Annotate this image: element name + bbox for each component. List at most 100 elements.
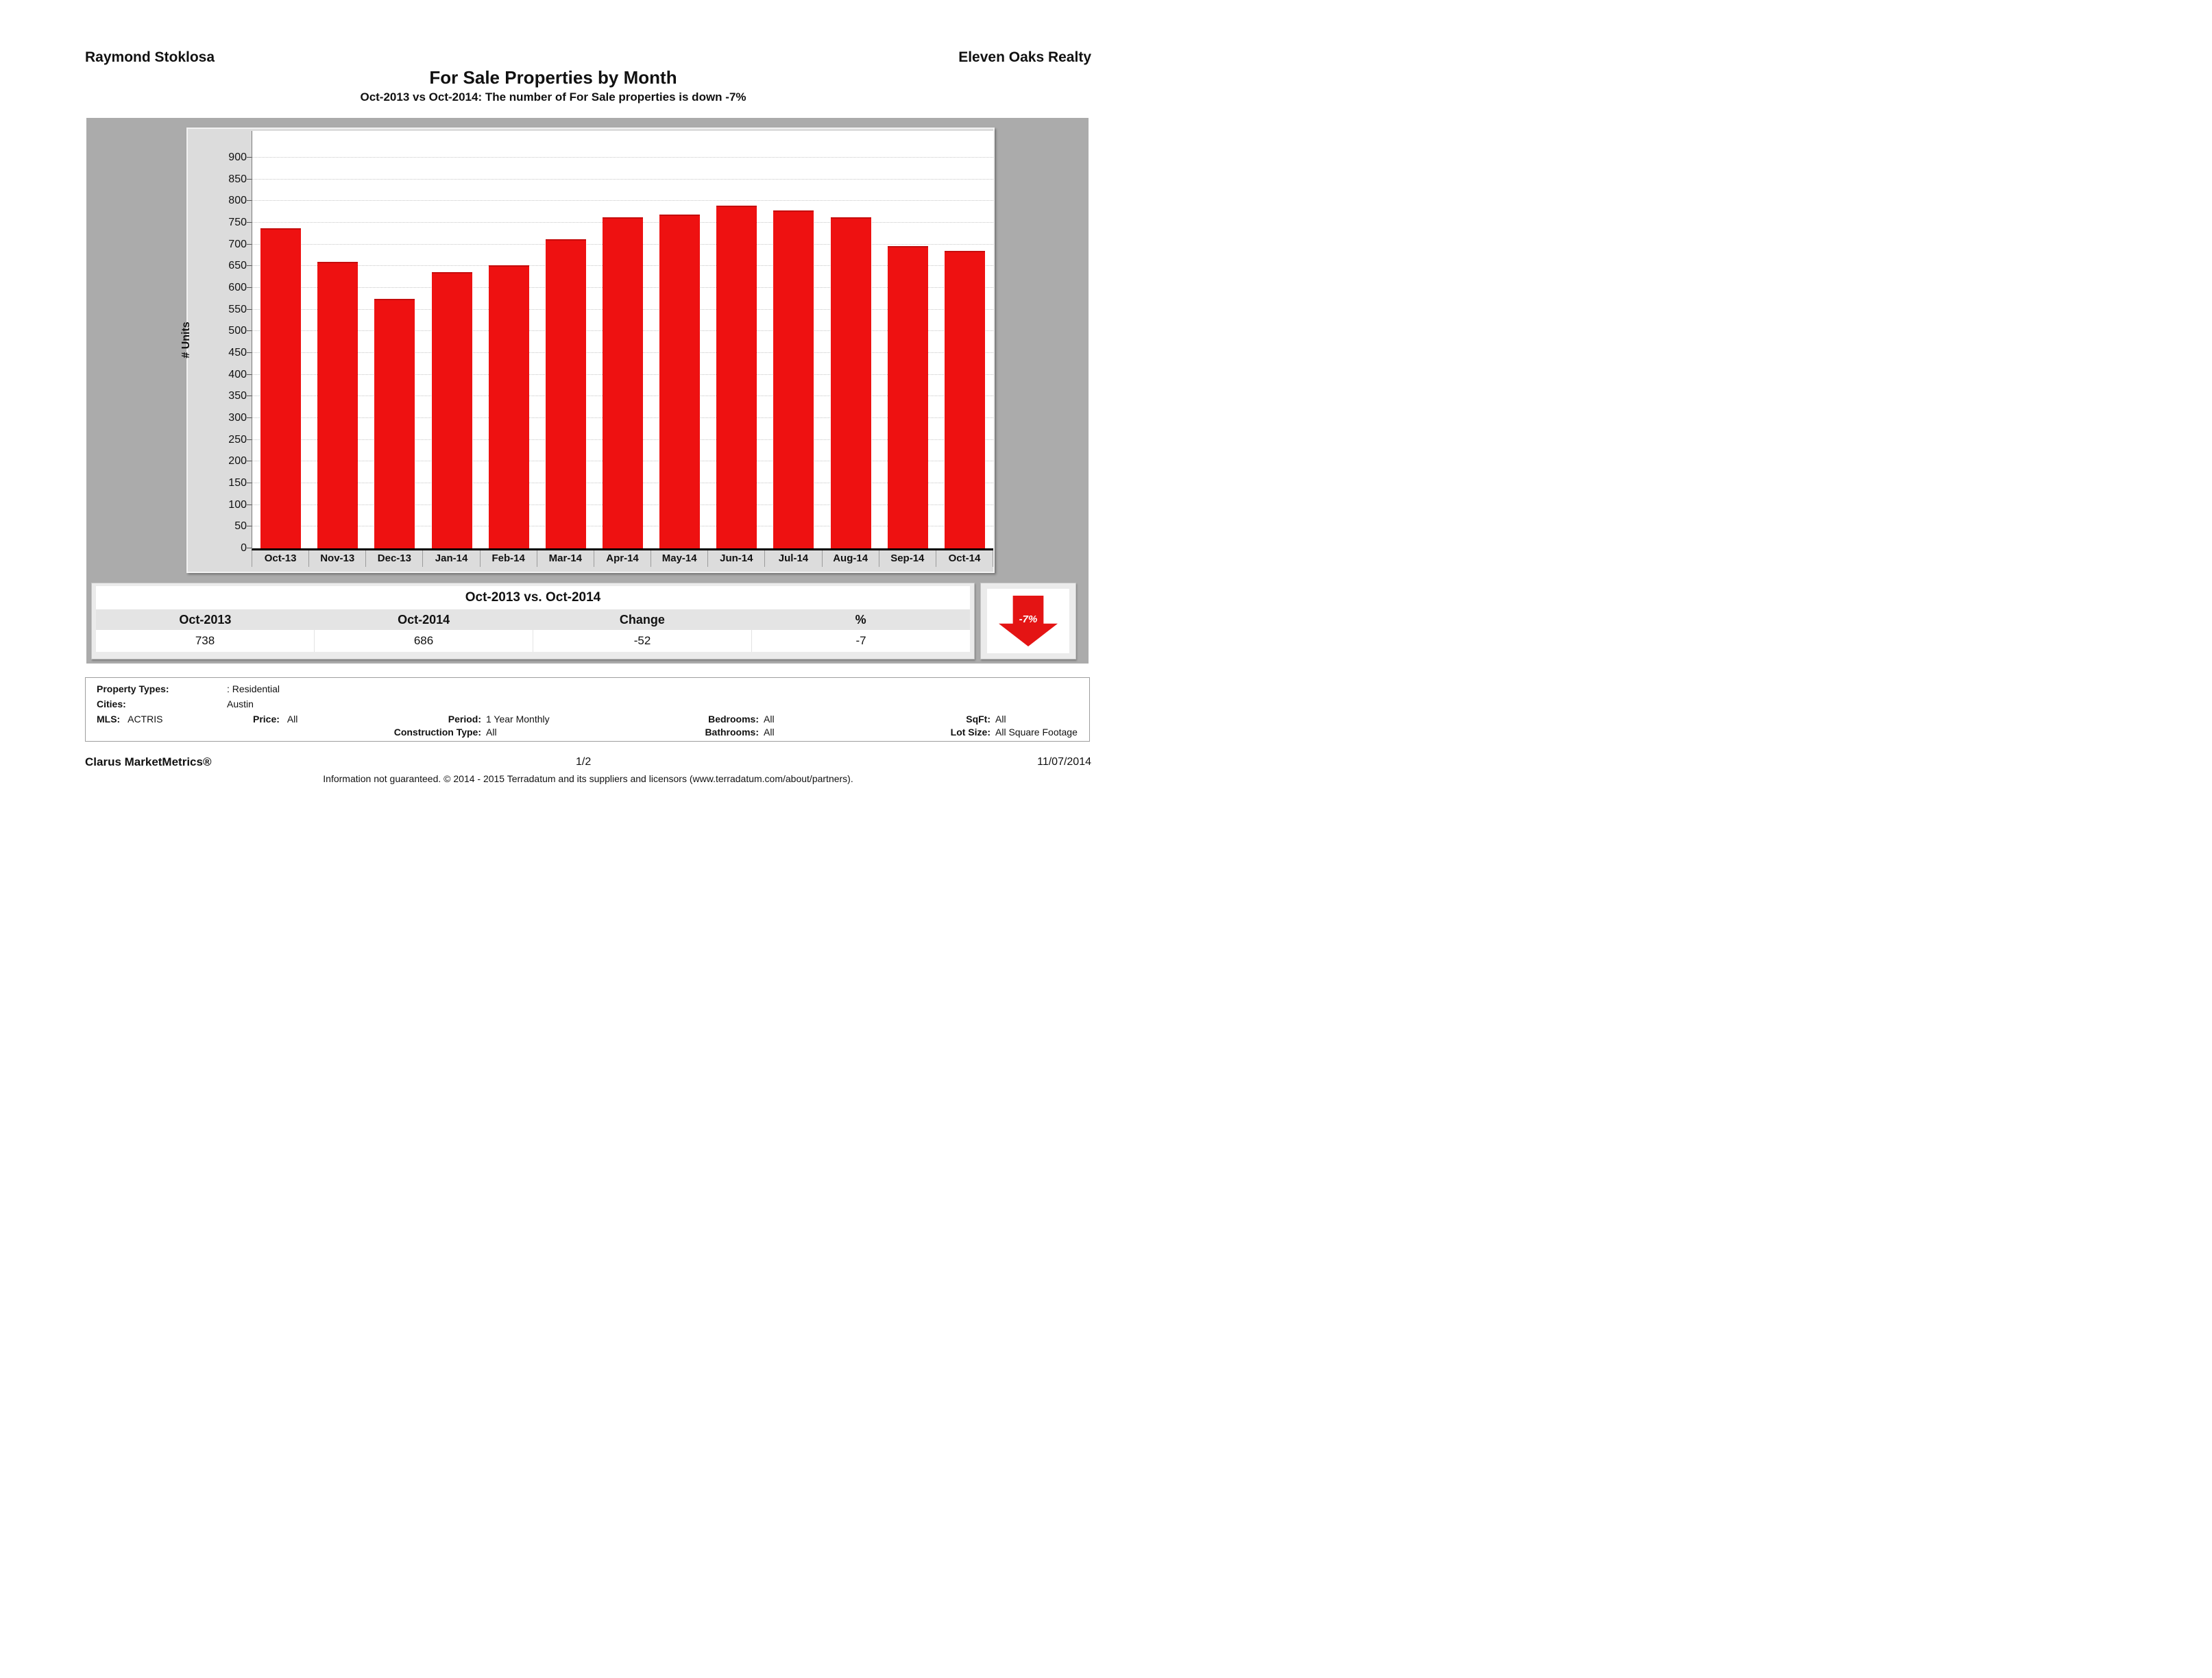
x-tick-label: Jan-14 <box>422 550 479 567</box>
filter-cities: Cities: <box>97 698 126 709</box>
bar-aug-14 <box>830 217 871 548</box>
y-tick <box>247 243 252 245</box>
filter-value: All <box>764 727 775 738</box>
x-tick-label: Jul-14 <box>764 550 821 567</box>
y-tick-label: 500 <box>228 325 247 337</box>
plot-area <box>247 131 993 550</box>
filter-period-construction: Period: 1 Year Monthly Construction Type… <box>330 714 550 738</box>
comparison-col-header: Oct-2013 <box>179 613 232 627</box>
filter-value: : Residential <box>227 683 280 694</box>
y-axis-tick-labels: 0 50 100 150 200 250 300 350 400 450 500 550 600 650 7… <box>200 131 247 554</box>
filter-mls: MLS: ACTRIS <box>97 714 162 725</box>
filter-label: Cities: <box>97 698 126 709</box>
filter-label: Bathrooms: <box>705 727 759 738</box>
x-tick-label: Apr-14 <box>593 550 651 567</box>
filter-bed-bath: Bedrooms: All Bathrooms: All <box>608 714 775 738</box>
y-tick-label: 700 <box>228 238 247 250</box>
bar-jan-14 <box>431 271 472 548</box>
y-tick-label: 650 <box>228 260 247 272</box>
y-tick-label: 250 <box>228 433 247 446</box>
bar-mar-14 <box>545 239 586 548</box>
filter-value: All <box>486 727 497 738</box>
filter-value: ACTRIS <box>127 714 163 725</box>
filter-value: All <box>287 714 298 725</box>
change-indicator-panel: -7% <box>987 589 1069 653</box>
bar-jul-14 <box>773 210 814 548</box>
x-tick-label: Oct-14 <box>935 550 994 567</box>
down-arrow-icon: -7% <box>999 596 1058 646</box>
bar-oct-14 <box>944 250 985 548</box>
y-tick <box>247 222 252 223</box>
filter-property-types-value: : Residential <box>227 683 280 694</box>
report-page: Raymond Stoklosa Eleven Oaks Realty For … <box>0 0 1106 839</box>
filter-label: Property Types: <box>97 683 169 694</box>
comparison-table-title: Oct-2013 vs. Oct-2014 <box>96 586 970 609</box>
comparison-table-value-row: 738 686 -52 -7 <box>96 630 970 652</box>
y-tick <box>247 352 252 353</box>
x-axis-tick-labels: Oct-13 Nov-13 Dec-13 Jan-14 Feb-14 Mar-14 Apr-… <box>252 550 994 567</box>
change-indicator: -7% <box>980 583 1076 659</box>
comparison-col-header: % <box>855 613 866 627</box>
x-tick-label: Oct-13 <box>252 550 308 567</box>
report-date: 11/07/2014 <box>1037 756 1091 768</box>
y-tick-label: 750 <box>228 217 247 228</box>
gridline <box>252 200 993 202</box>
y-tick <box>247 330 252 332</box>
page-subtitle: Oct-2013 vs Oct-2014: The number of For … <box>360 90 746 104</box>
y-tick-label: 150 <box>228 477 247 489</box>
company-name: Eleven Oaks Realty <box>958 49 1091 65</box>
change-percent-label: -7% <box>1019 613 1038 625</box>
bar-apr-14 <box>602 217 643 548</box>
y-tick-label: 200 <box>228 455 247 467</box>
comparison-cell: 738 <box>195 634 215 647</box>
filter-sqft-lot: SqFt: All Lot Size: All Square Footage <box>867 714 1078 738</box>
y-tick <box>247 287 252 288</box>
bar-may-14 <box>659 214 701 548</box>
y-tick-label: 550 <box>228 303 247 315</box>
filter-label: MLS: <box>97 714 121 725</box>
y-axis-title: # Units <box>180 321 192 358</box>
comparison-cell: -52 <box>533 630 751 652</box>
filter-value: All <box>764 714 775 725</box>
filter-label: Lot Size: <box>950 727 990 738</box>
page-number: 1/2 <box>576 756 592 768</box>
x-tick-label: Dec-13 <box>365 550 422 567</box>
y-tick-label: 850 <box>228 173 247 185</box>
bar-sep-14 <box>887 245 928 548</box>
y-tick-label: 300 <box>228 412 247 424</box>
chart-band: # Units 0 50 100 150 200 250 300 350 400 450 500 55… <box>86 118 1089 664</box>
x-tick-label: Sep-14 <box>878 550 936 567</box>
filter-value: Austin <box>227 698 254 709</box>
y-tick-label: 450 <box>228 347 247 358</box>
comparison-cell: 686 <box>314 630 533 652</box>
bar-dec-13 <box>374 298 415 548</box>
y-tick <box>247 308 252 310</box>
y-tick <box>247 417 252 418</box>
y-tick-label: 350 <box>228 390 247 402</box>
y-tick-label: 100 <box>228 498 247 511</box>
bar-feb-14 <box>488 265 529 548</box>
filter-value: All <box>995 714 1006 725</box>
y-tick <box>247 374 252 375</box>
y-tick <box>247 504 252 505</box>
product-brand: Clarus MarketMetrics® <box>85 755 212 768</box>
gridline <box>252 178 993 180</box>
bar-nov-13 <box>317 262 358 548</box>
filter-value: All Square Footage <box>995 727 1078 738</box>
y-tick-label: 900 <box>228 151 247 163</box>
filter-label: SqFt: <box>966 714 990 725</box>
gridline <box>252 157 993 158</box>
y-tick-label: 50 <box>234 520 247 533</box>
y-tick <box>247 157 252 158</box>
comparison-table: Oct-2013 vs. Oct-2014 Oct-2013 Oct-2014 Ch… <box>91 583 975 659</box>
filter-cities-value: Austin <box>227 698 254 709</box>
comparison-col-header: Change <box>619 613 665 627</box>
filter-value: 1 Year Monthly <box>486 714 550 725</box>
disclaimer-text: Information not guaranteed. © 2014 - 201… <box>323 773 853 784</box>
bar-oct-13 <box>260 228 302 548</box>
y-tick-label: 600 <box>228 282 247 293</box>
filter-label: Construction Type: <box>393 727 481 738</box>
bar-chart: # Units 0 50 100 150 200 250 300 350 400 450 500 55… <box>180 127 995 573</box>
y-tick <box>247 200 252 202</box>
filter-property-types: Property Types: <box>97 683 169 694</box>
